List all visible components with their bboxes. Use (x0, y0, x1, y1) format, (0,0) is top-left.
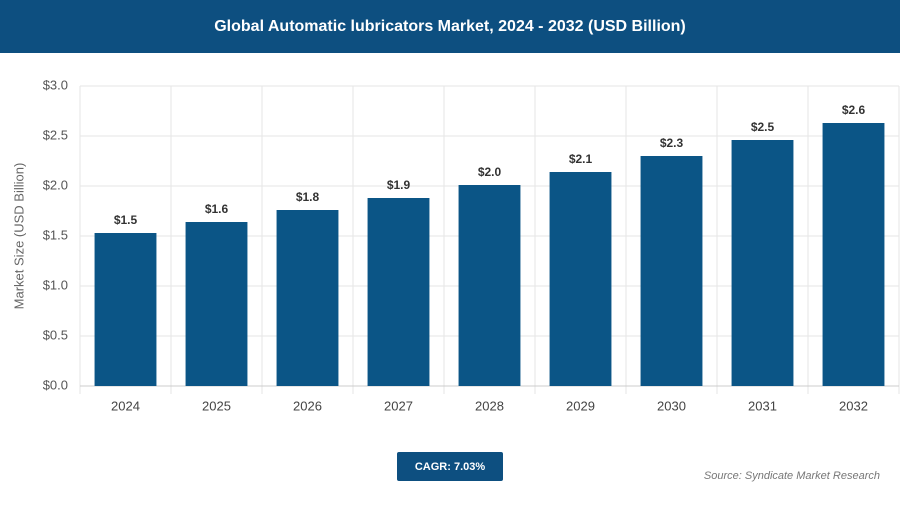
x-tick-label: 2026 (293, 398, 322, 413)
cagr-label: CAGR: 7.03% (415, 461, 486, 473)
x-tick-label: 2028 (475, 398, 504, 413)
y-tick-label: $2.5 (43, 127, 68, 142)
cagr-box (397, 452, 503, 481)
bar (731, 140, 794, 386)
y-tick-label: $0.5 (43, 327, 68, 342)
chart-title: Global Automatic lubricators Market, 202… (214, 18, 686, 35)
y-tick-label: $3.0 (43, 77, 68, 92)
y-axis-label: Market Size (USD Billion) (11, 163, 26, 310)
data-label: $1.5 (114, 213, 138, 227)
x-tick-label: 2032 (839, 398, 868, 413)
x-tick-label: 2024 (111, 398, 140, 413)
data-label: $2.5 (751, 120, 775, 134)
bar (94, 233, 157, 386)
x-tick-label: 2025 (202, 398, 231, 413)
x-tick-label: 2027 (384, 398, 413, 413)
source-note: Source: Syndicate Market Research (704, 470, 880, 482)
bar (640, 156, 703, 386)
data-label: $2.0 (478, 165, 502, 179)
data-label: $1.9 (387, 178, 411, 192)
x-tick-label: 2031 (748, 398, 777, 413)
bar (549, 172, 612, 386)
y-tick-label: $1.5 (43, 227, 68, 242)
y-tick-label: $1.0 (43, 277, 68, 292)
data-label: $2.3 (660, 136, 684, 150)
x-tick-label: 2030 (657, 398, 686, 413)
bar (185, 222, 248, 386)
bar (276, 210, 339, 386)
y-tick-label: $2.0 (43, 177, 68, 192)
y-tick-label: $0.0 (43, 377, 68, 392)
data-label: $1.8 (296, 190, 320, 204)
x-tick-label: 2029 (566, 398, 595, 413)
bar (367, 198, 430, 386)
data-label: $2.1 (569, 152, 593, 166)
data-label: $1.6 (205, 202, 229, 216)
data-label: $2.6 (842, 103, 866, 117)
bar (458, 185, 521, 386)
bar (822, 123, 885, 386)
header-bar (0, 0, 900, 53)
